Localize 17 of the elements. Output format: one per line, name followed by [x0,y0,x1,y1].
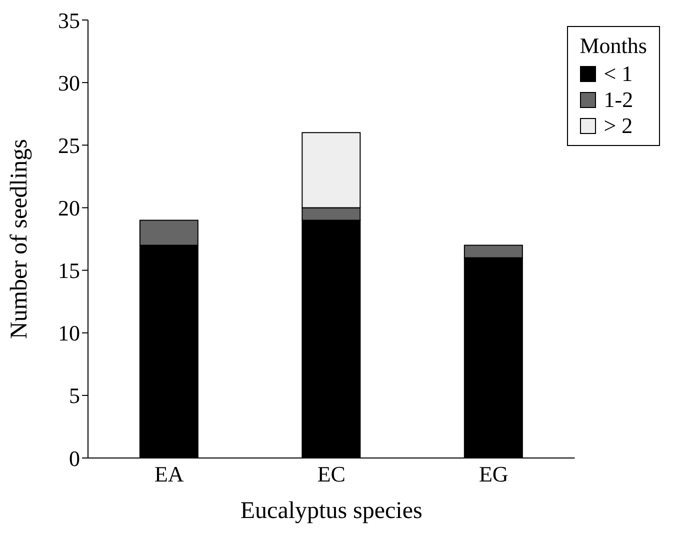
y-tick-label: 10 [58,320,80,346]
legend-label: < 1 [604,61,633,87]
y-tick-label: 30 [58,70,80,96]
x-tick-label: EC [317,462,346,487]
y-tick-label: 0 [69,446,80,471]
y-tick-label: 15 [58,258,80,284]
x-tick-label: EA [154,462,184,487]
y-tick-label: 20 [58,196,80,221]
legend-label: 1-2 [604,87,634,113]
y-tick-label: 35 [58,8,80,33]
x-tick-label: EG [478,462,508,487]
legend-label: > 2 [604,113,633,139]
x-axis-title: Eucalyptus species [240,498,422,524]
y-tick-label: 5 [69,383,80,408]
y-tick-label: 25 [58,132,80,158]
y-axis-title: Number of seedlings [6,139,33,339]
legend-title: Months [580,33,647,59]
